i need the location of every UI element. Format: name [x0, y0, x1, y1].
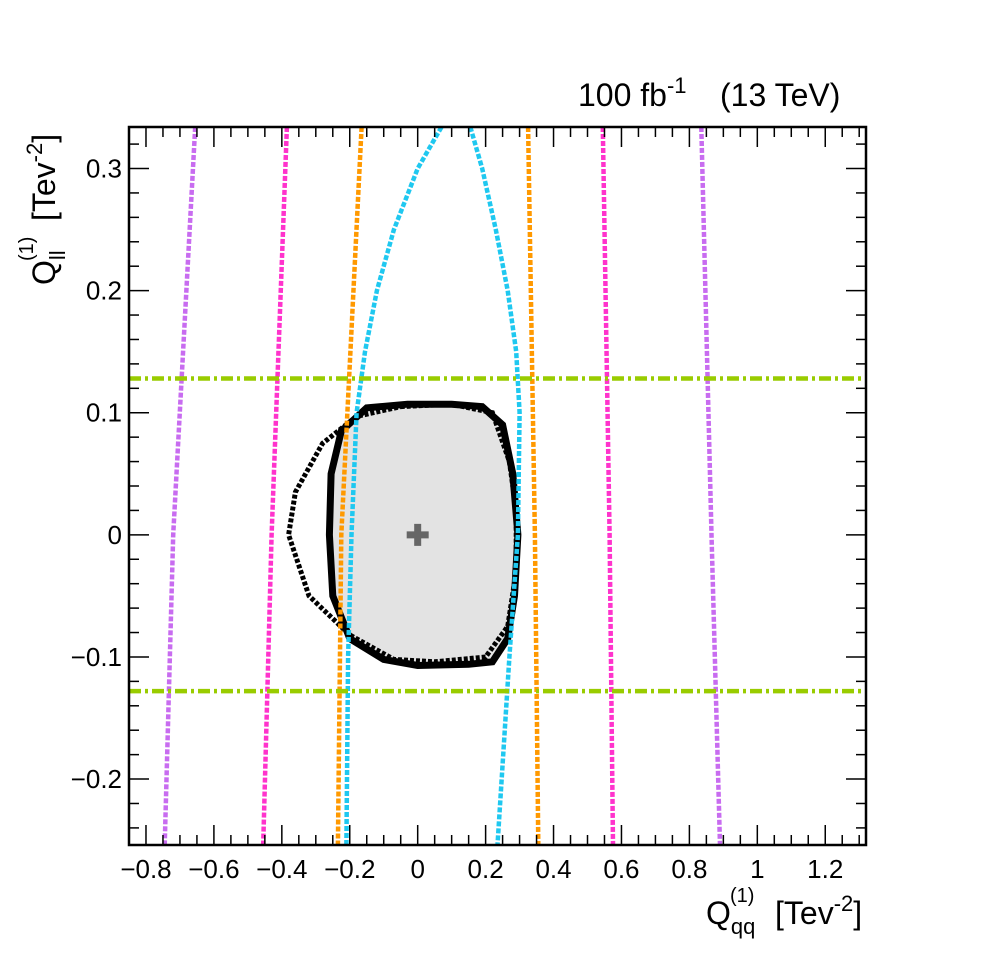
x-tick-label: 0.8 [671, 854, 707, 884]
contour-line-3 [600, 127, 616, 845]
x-tick-label: −0.6 [188, 854, 239, 884]
best-fit-marker [406, 523, 429, 546]
contour-line-7 [468, 127, 522, 845]
y-tick-label: 0 [108, 520, 122, 550]
x-tick-label: 0.4 [535, 854, 571, 884]
y-tick-label: 0.1 [86, 398, 122, 428]
x-axis-title: Qqq(1) [Tev-2] [706, 885, 862, 939]
contour-line-5 [525, 127, 541, 845]
x-tick-label: 1.2 [807, 854, 843, 884]
x-tick-label: 0.2 [468, 854, 504, 884]
lumi-exponent: -1 [667, 73, 687, 98]
outer-contour [286, 401, 519, 665]
axis-ticks: −0.8 −0.6 −0.4 −0.2 0 0.2 0.4 0.6 0.8 1 1.2 −0.2 −0.… [71, 127, 866, 884]
y-tick-label: 0.2 [86, 276, 122, 306]
y-tick-label: 0.3 [86, 154, 122, 184]
lumi-label: 100 fb-1 [578, 73, 687, 113]
energy-label: (13 TeV) [720, 77, 840, 113]
x-tick-label: 1 [750, 854, 764, 884]
y-tick-label: −0.1 [71, 642, 122, 672]
x-tick-label: −0.4 [256, 854, 307, 884]
x-tick-label: 0 [410, 854, 424, 884]
contour-line-2 [260, 127, 290, 845]
x-tick-label: −0.2 [324, 854, 375, 884]
contour-line-0 [162, 127, 198, 845]
y-axis-title: Qll(1)[Tev-2] [16, 134, 70, 285]
y-tick-label: −0.2 [71, 764, 122, 794]
plot-content [129, 127, 866, 845]
contour-line-6 [344, 127, 444, 845]
contour-line-4 [335, 127, 364, 845]
contour-line-1 [699, 127, 723, 845]
x-tick-label: −0.8 [120, 854, 171, 884]
x-tick-label: 0.6 [603, 854, 639, 884]
